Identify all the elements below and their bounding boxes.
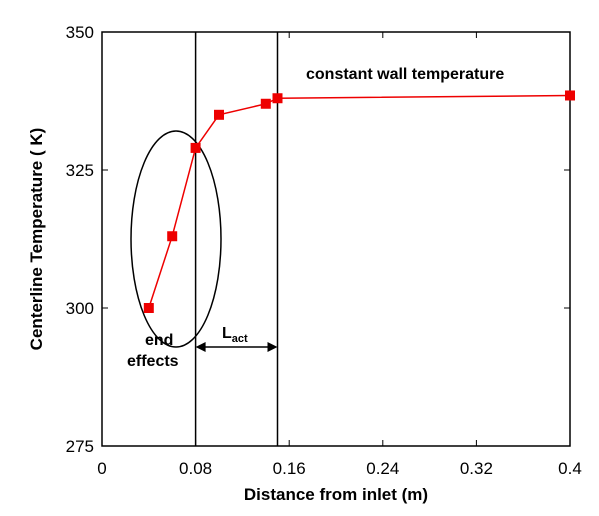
lact-main: L bbox=[222, 325, 232, 342]
x-axis-title: Distance from inlet (m) bbox=[244, 485, 428, 504]
series-markers bbox=[143, 90, 575, 313]
end-effects-line2: effects bbox=[127, 353, 179, 370]
x-tick-label: 0.32 bbox=[460, 459, 493, 478]
data-point bbox=[272, 93, 283, 104]
end-effects-ellipse bbox=[130, 130, 222, 348]
lact-arrow-head-left bbox=[195, 342, 206, 352]
lact-arrow bbox=[195, 342, 278, 352]
y-tick-label: 275 bbox=[66, 437, 94, 456]
lact-subscript: act bbox=[232, 333, 248, 345]
y-tick-label: 350 bbox=[66, 23, 94, 42]
y-axis-title: Centerline Temperature ( K) bbox=[27, 128, 46, 351]
x-tick-labels: 0 0.08 0.16 0.24 0.32 0.4 bbox=[97, 459, 582, 478]
end-effects-line1: end bbox=[145, 332, 173, 349]
data-point bbox=[143, 303, 154, 313]
y-tick-label: 325 bbox=[66, 161, 94, 180]
vertical-reference-lines bbox=[194, 32, 279, 446]
y-tick-labels: 275 300 325 350 bbox=[66, 23, 94, 456]
wall-temperature-annotation: constant wall temperature bbox=[306, 66, 504, 83]
data-point bbox=[214, 109, 224, 120]
data-point bbox=[565, 90, 575, 101]
x-tick-label: 0.16 bbox=[273, 459, 306, 478]
data-point bbox=[260, 98, 271, 109]
lact-label: Lact bbox=[222, 325, 248, 345]
x-tick-label: 0 bbox=[97, 459, 106, 478]
x-tick-label: 0.24 bbox=[366, 459, 399, 478]
plot-frame bbox=[101, 31, 571, 447]
x-tick-label: 0.4 bbox=[558, 459, 582, 478]
x-tick-label: 0.08 bbox=[179, 459, 212, 478]
data-point bbox=[167, 231, 178, 242]
data-point bbox=[190, 142, 201, 153]
y-tick-label: 300 bbox=[66, 299, 94, 318]
lact-arrow-head-right bbox=[267, 342, 278, 352]
series-line bbox=[148, 94, 571, 309]
